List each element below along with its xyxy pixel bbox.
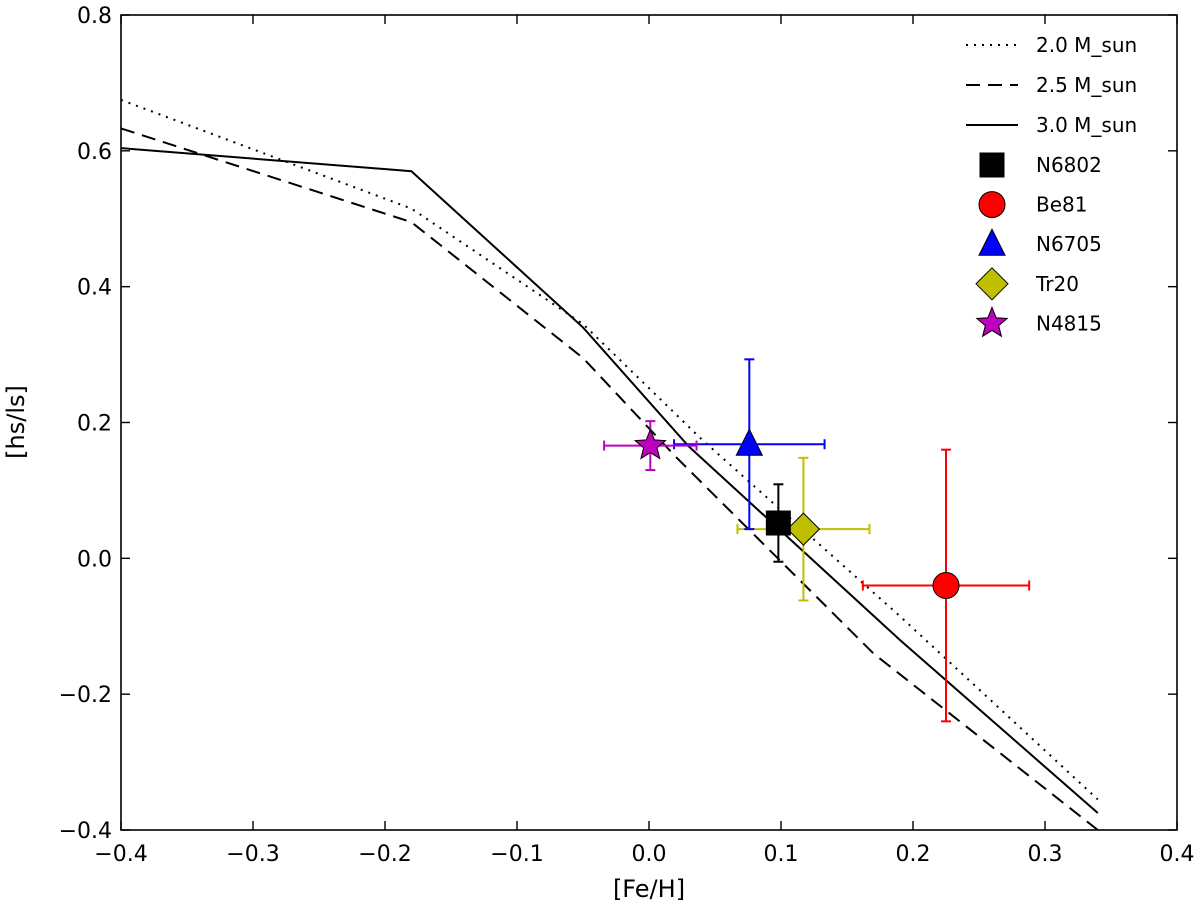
legend-label: 2.0 M_sun: [1036, 33, 1137, 57]
marker-N6705: [735, 428, 764, 456]
y-tick-label: 0.6: [77, 140, 112, 165]
cluster-N6802: [765, 483, 791, 563]
marker-Be81: [932, 572, 960, 599]
x-tick-label: −0.2: [358, 842, 411, 867]
y-axis-label: [hs/ls]: [2, 385, 30, 459]
legend-label: Tr20: [1035, 272, 1079, 296]
model-line-3.0: [120, 147, 1099, 814]
legend: 2.0 M_sun 2.5 M_sun 3.0 M_sun N6802 Be81 N670…: [966, 33, 1137, 338]
legend-marker-Tr20: [975, 267, 1009, 301]
x-tick-label: 0.4: [1160, 842, 1195, 867]
legend-marker-N6705: [978, 228, 1006, 256]
cluster-N6705: [673, 358, 826, 531]
y-tick-label: −0.2: [59, 683, 112, 708]
model-line-2.5: [120, 127, 1099, 831]
marker-Tr20: [786, 512, 821, 546]
x-tick-label: −0.3: [226, 842, 279, 867]
model-line-2.0: [120, 98, 1099, 801]
marker-N4815: [633, 428, 667, 460]
legend-label: N4815: [1036, 311, 1102, 335]
cluster-points: [603, 358, 1031, 723]
legend-label: 2.5 M_sun: [1036, 73, 1137, 97]
x-tick-label: −0.4: [94, 842, 147, 867]
x-tick-label: 0.3: [1028, 842, 1063, 867]
y-tick-label: 0.8: [77, 4, 112, 29]
cluster-Be81: [861, 448, 1031, 723]
legend-label: N6705: [1036, 232, 1102, 256]
x-tick-label: 0.0: [632, 842, 667, 867]
cluster-Tr20: [736, 456, 871, 602]
y-tick-label: −0.4: [59, 819, 112, 844]
legend-marker-Be81: [978, 191, 1006, 219]
x-tick-label: 0.1: [764, 842, 799, 867]
model-lines: [120, 98, 1099, 831]
x-tick-label: 0.2: [896, 842, 931, 867]
y-tick-label: 0.4: [77, 276, 112, 301]
y-tick-label: 0.2: [77, 412, 112, 437]
legend-label: Be81: [1036, 193, 1087, 217]
y-tick-label: 0.0: [77, 547, 112, 572]
marker-N6802: [765, 510, 791, 536]
plot-frame: [120, 14, 1178, 831]
legend-marker-N6802: [979, 152, 1005, 178]
legend-label: N6802: [1036, 153, 1102, 177]
legend-label: 3.0 M_sun: [1036, 113, 1137, 137]
legend-marker-N4815: [975, 306, 1009, 338]
axis-ticks: −0.4 −0.3 −0.2 −0.1 0.0 0.1 0.2 0.3 0.4 −0.4 −0.2 0…: [59, 4, 1195, 867]
x-tick-label: −0.1: [490, 842, 543, 867]
cluster-N4815: [603, 420, 698, 472]
x-axis-label: [Fe/H]: [613, 875, 685, 903]
